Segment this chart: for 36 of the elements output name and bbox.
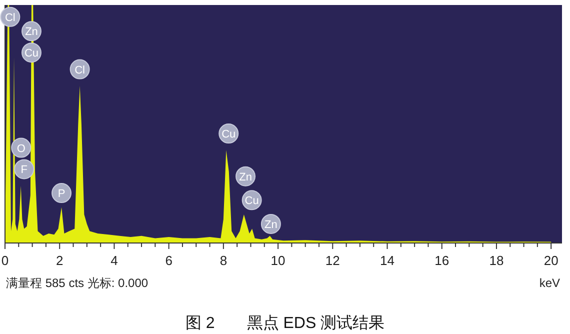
peak-label: Zn [260,214,281,234]
x-tick-label: 8 [220,253,228,268]
peak-label: F [14,159,34,180]
peak-label: Cl [70,59,90,80]
x-tick-label: 14 [380,253,394,268]
annotation: Cl [4,12,16,24]
x-tick-label: 2 [56,253,64,268]
annotation: Zn [239,171,252,184]
annotation: Zn [25,26,38,38]
x-tick-label: 10 [270,253,286,268]
annotation: P [58,188,66,200]
annotation: O [16,142,26,155]
annotation: Cu [222,128,236,141]
annotation: Cu [244,195,259,208]
x-tick-label: 0 [1,253,9,268]
peak-label: Zn [236,166,256,186]
x-tick-label: 20 [544,253,558,268]
peak-label: Zn [21,21,42,42]
peak-label: Cl [0,6,20,27]
peak-label: Cu [21,42,42,63]
x-tick-label: 12 [325,253,340,268]
x-tick-label: 18 [489,253,504,268]
annotation: F [20,164,28,176]
peak-label: Cu [218,124,239,144]
x-tick-label: 6 [165,253,172,268]
x-tick-label: 4 [110,253,118,268]
peak-label: Cu [242,190,262,210]
peak-label: O [11,138,32,158]
annotation: Zn [264,218,278,231]
caption: 图 2 黑点 EDS 测试结果 [185,314,385,332]
text: 满量程 585 cts 光标: 0.000 [6,276,148,290]
x-tick-label: 16 [434,253,450,268]
annotation: Cu [24,48,39,60]
peak-label: P [52,183,72,204]
x-axis-title: keV [539,276,560,290]
annotation: Cl [74,64,86,76]
